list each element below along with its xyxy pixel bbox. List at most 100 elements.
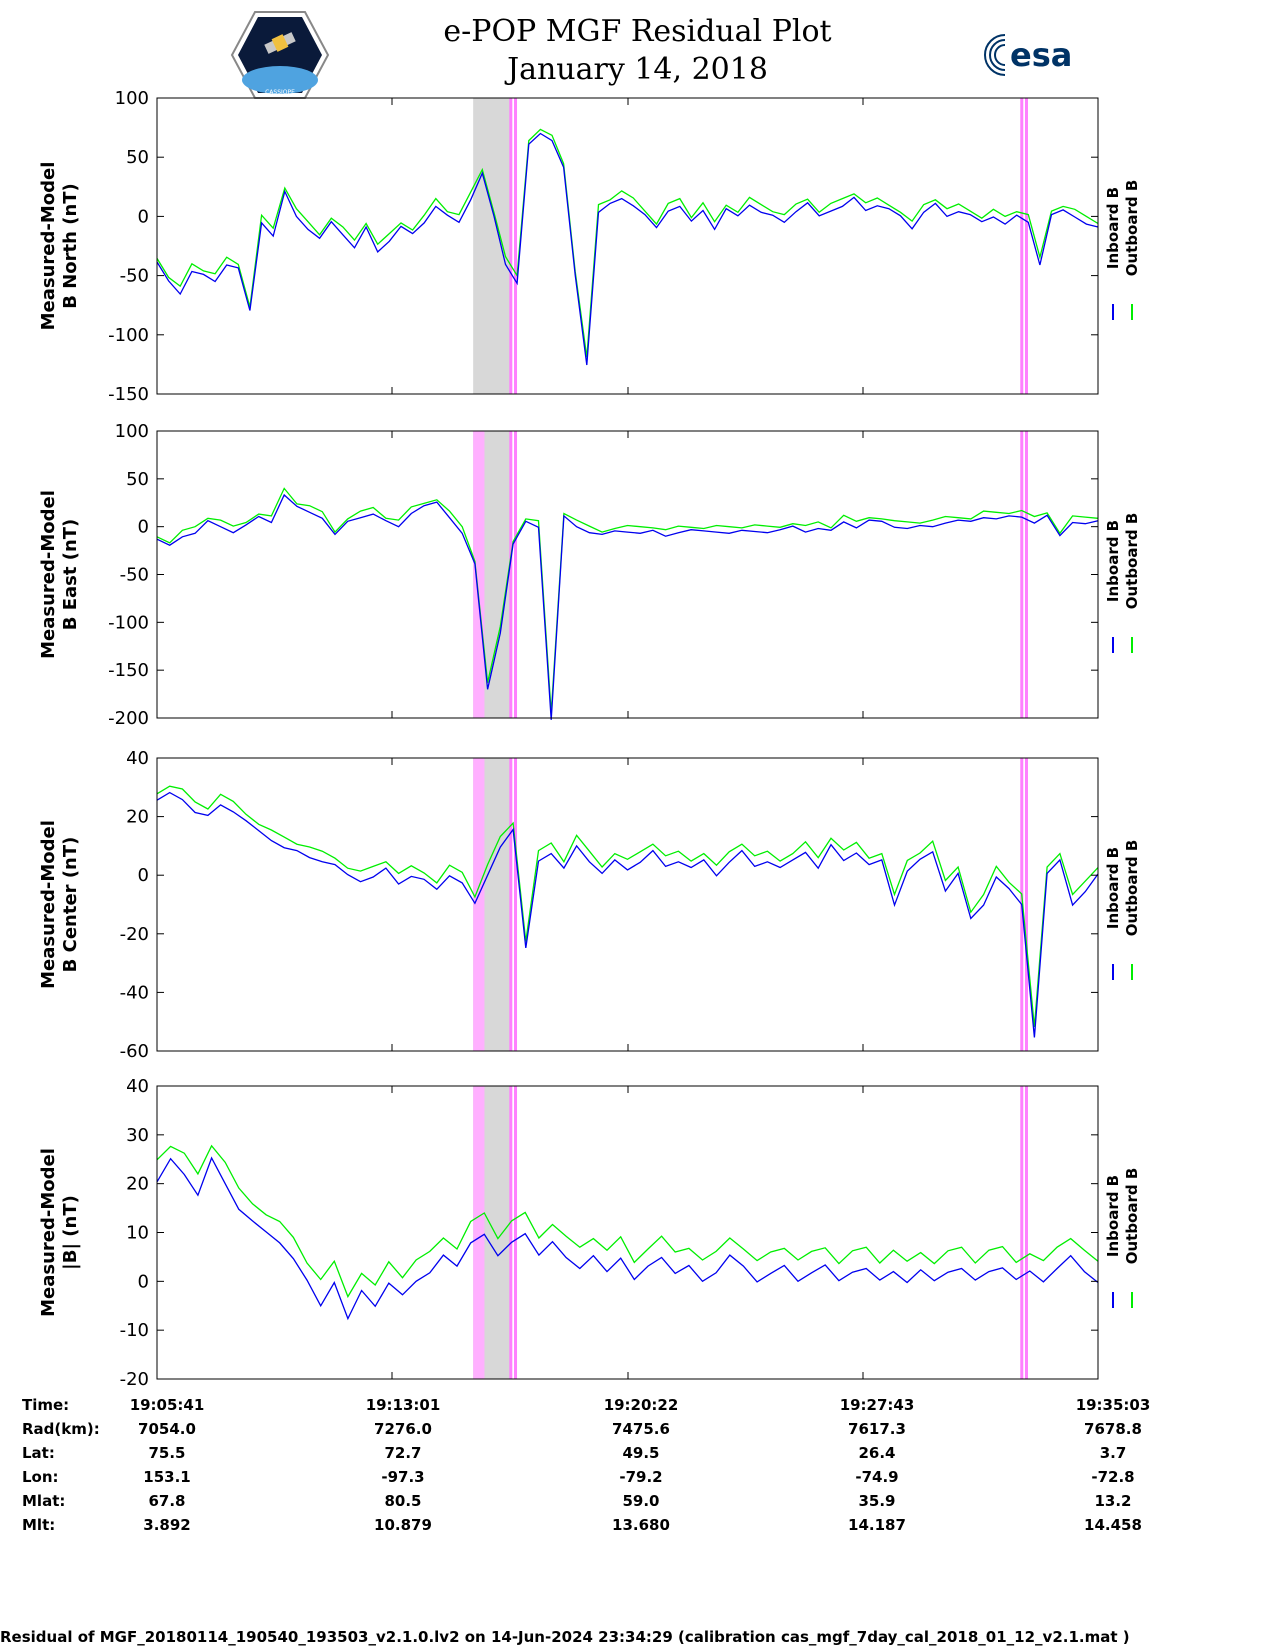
meta-mlat: 67.8 bbox=[148, 1492, 186, 1510]
meta-time: 19:05:41 bbox=[129, 1396, 205, 1414]
y-tick-label: -150 bbox=[108, 660, 149, 681]
meta-lon: -79.2 bbox=[619, 1468, 663, 1486]
meta-label-time: Time: bbox=[22, 1396, 70, 1414]
y-tick-label: -100 bbox=[108, 612, 149, 633]
meta-time: 19:13:01 bbox=[365, 1396, 441, 1414]
meta-label-mlt: Mlt: bbox=[22, 1516, 56, 1534]
y-tick-label: -20 bbox=[120, 924, 149, 945]
meta-lon: -72.8 bbox=[1091, 1468, 1135, 1486]
meta-mlt: 3.892 bbox=[143, 1516, 191, 1534]
meta-rad: 7475.6 bbox=[612, 1420, 670, 1438]
meta-lat: 75.5 bbox=[148, 1444, 186, 1462]
y-tick-label: -40 bbox=[120, 982, 149, 1003]
footer-caption: Residual of MGF_20180114_190540_193503_v… bbox=[0, 1628, 1130, 1646]
cassiope-logo-text: CASSIOPE bbox=[265, 89, 295, 96]
meta-label-mlat: Mlat: bbox=[22, 1492, 66, 1510]
esa-logo: esa bbox=[984, 34, 1072, 76]
meta-time: 19:35:03 bbox=[1075, 1396, 1151, 1414]
chart-date: January 14, 2018 bbox=[507, 52, 768, 87]
inboard-series-line bbox=[156, 791, 1099, 1038]
legend-outboard-label: Outboard B bbox=[1123, 1168, 1141, 1265]
esa-logo-text: esa bbox=[1010, 36, 1072, 74]
meta-mlt: 10.879 bbox=[374, 1516, 432, 1534]
y-tick-label: -50 bbox=[120, 565, 149, 586]
plot-frame bbox=[156, 1085, 1099, 1380]
y-tick-label: -20 bbox=[120, 1369, 149, 1390]
y-tick-label: 10 bbox=[126, 1223, 149, 1244]
y-axis-label: Measured-Model bbox=[38, 1148, 59, 1317]
pink-band bbox=[473, 758, 485, 1051]
meta-mlat: 13.2 bbox=[1094, 1492, 1132, 1510]
outboard-series-line bbox=[156, 128, 1099, 358]
meta-rad: 7617.3 bbox=[848, 1420, 906, 1438]
y-axis-label: B North (nT) bbox=[60, 183, 81, 309]
meta-label-lat: Lat: bbox=[22, 1444, 55, 1462]
meta-lat: 72.7 bbox=[384, 1444, 422, 1462]
meta-lat: 3.7 bbox=[1099, 1444, 1127, 1462]
y-tick-label: -200 bbox=[108, 708, 149, 729]
meta-rad: 7054.0 bbox=[138, 1420, 196, 1438]
y-tick-label: 0 bbox=[138, 1271, 149, 1292]
legend-inboard-label: Inboard B bbox=[1104, 520, 1122, 602]
pink-band bbox=[473, 1086, 485, 1379]
y-tick-label: 40 bbox=[126, 748, 149, 769]
panel-3: 40 30 20 10 0 -10 -20 Measured-Model |B| (nT) Inb… bbox=[38, 1076, 1141, 1390]
y-tick-label: -150 bbox=[108, 384, 149, 405]
meta-lat: 49.5 bbox=[622, 1444, 660, 1462]
meta-lon: -97.3 bbox=[381, 1468, 425, 1486]
y-tick-label: 20 bbox=[126, 1174, 149, 1195]
y-tick-label: 100 bbox=[115, 88, 149, 109]
y-tick-label: 50 bbox=[126, 147, 149, 168]
meta-time: 19:20:22 bbox=[603, 1396, 679, 1414]
meta-mlt: 13.680 bbox=[612, 1516, 670, 1534]
meta-rad: 7678.8 bbox=[1084, 1420, 1142, 1438]
y-tick-label: -100 bbox=[108, 325, 149, 346]
legend-outboard-label: Outboard B bbox=[1123, 180, 1141, 277]
inboard-series-line bbox=[156, 493, 1099, 720]
gray-band bbox=[473, 98, 511, 394]
y-axis-label: |B| (nT) bbox=[60, 1195, 81, 1270]
plot-frame bbox=[156, 97, 1099, 395]
meta-mlt: 14.458 bbox=[1084, 1516, 1142, 1534]
outboard-series-line bbox=[156, 785, 1099, 1028]
y-axis-label: Measured-Model bbox=[38, 820, 59, 989]
meta-mlt: 14.187 bbox=[848, 1516, 906, 1534]
y-axis-label: Measured-Model bbox=[38, 490, 59, 659]
cassiope-mission-logo: CASSIOPE bbox=[230, 11, 330, 99]
legend-inboard-label: Inboard B bbox=[1104, 187, 1122, 269]
y-axis-label: B Center (nT) bbox=[60, 837, 81, 973]
y-tick-label: 20 bbox=[126, 807, 149, 828]
meta-rad: 7276.0 bbox=[374, 1420, 432, 1438]
y-tick-label: 40 bbox=[126, 1076, 149, 1097]
y-tick-label: -10 bbox=[120, 1320, 149, 1341]
plot-frame bbox=[156, 757, 1099, 1052]
chart-title: e-POP MGF Residual Plot bbox=[443, 14, 832, 49]
outboard-series-line bbox=[156, 487, 1099, 714]
meta-time: 19:27:43 bbox=[839, 1396, 915, 1414]
legend-inboard-label: Inboard B bbox=[1104, 847, 1122, 929]
meta-label-rad: Rad(km): bbox=[22, 1420, 100, 1438]
panel-2: 40 20 0 -20 -40 -60 Measured-Model B Center (nT… bbox=[38, 748, 1141, 1062]
inboard-series-line bbox=[156, 132, 1099, 366]
panel-0: 100 50 0 -50 -100 -150 Measured-Model B North (… bbox=[38, 88, 1141, 405]
y-tick-label: 0 bbox=[138, 206, 149, 227]
inboard-series-line bbox=[156, 1156, 1099, 1321]
legend-outboard-label: Outboard B bbox=[1123, 840, 1141, 937]
meta-mlat: 35.9 bbox=[858, 1492, 896, 1510]
meta-lon: -74.9 bbox=[855, 1468, 899, 1486]
meta-lat: 26.4 bbox=[858, 1444, 896, 1462]
meta-mlat: 80.5 bbox=[384, 1492, 422, 1510]
outboard-series-line bbox=[156, 1144, 1099, 1299]
legend-inboard-label: Inboard B bbox=[1104, 1175, 1122, 1257]
pink-band bbox=[473, 431, 485, 718]
y-axis-label: B East (nT) bbox=[60, 519, 81, 631]
legend-outboard-label: Outboard B bbox=[1123, 513, 1141, 610]
y-tick-label: 30 bbox=[126, 1125, 149, 1146]
plot-frame bbox=[156, 430, 1099, 719]
y-tick-label: 0 bbox=[138, 865, 149, 886]
y-tick-label: 100 bbox=[115, 421, 149, 442]
y-tick-label: 0 bbox=[138, 517, 149, 538]
meta-mlat: 59.0 bbox=[622, 1492, 660, 1510]
y-tick-label: -50 bbox=[120, 266, 149, 287]
